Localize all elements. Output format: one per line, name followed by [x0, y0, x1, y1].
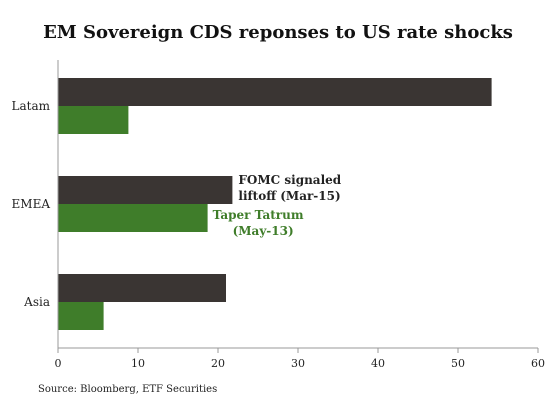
x-tick-label: 50 — [451, 357, 465, 370]
annotation-2-line-2: (May-13) — [233, 224, 294, 238]
bar-latam-series-1 — [58, 78, 492, 106]
bar-asia-series-1 — [58, 274, 226, 302]
source-note: Source: Bloomberg, ETF Securities — [38, 384, 217, 395]
category-label-emea: EMEA — [12, 197, 51, 211]
category-label-asia: Asia — [23, 295, 50, 309]
chart-title: EM Sovereign CDS reponses to US rate sho… — [43, 22, 513, 43]
bar-asia-series-2 — [58, 302, 104, 330]
bar-emea-series-2 — [58, 204, 208, 232]
annotation-1-line-2: liftoff (Mar-15) — [238, 189, 340, 203]
bar-latam-series-2 — [58, 106, 129, 134]
annotation-1-line-1: FOMC signaled — [238, 173, 341, 187]
x-tick-label: 10 — [131, 357, 145, 370]
x-tick-label: 40 — [371, 357, 385, 370]
x-axis: 0 10 20 30 40 50 60 — [55, 60, 545, 370]
x-tick-label: 0 — [55, 357, 62, 370]
annotations: FOMC signaled liftoff (Mar-15) Taper Tatru… — [213, 173, 342, 238]
x-tick-label: 20 — [211, 357, 225, 370]
bar-emea-series-1 — [58, 176, 233, 204]
bars-group — [58, 78, 492, 330]
category-labels: Latam EMEA Asia — [12, 99, 51, 309]
x-tick-label: 30 — [291, 357, 305, 370]
category-label-latam: Latam — [12, 99, 51, 113]
annotation-2-line-1: Taper Tatrum — [213, 208, 304, 222]
x-tick-label: 60 — [531, 357, 545, 370]
